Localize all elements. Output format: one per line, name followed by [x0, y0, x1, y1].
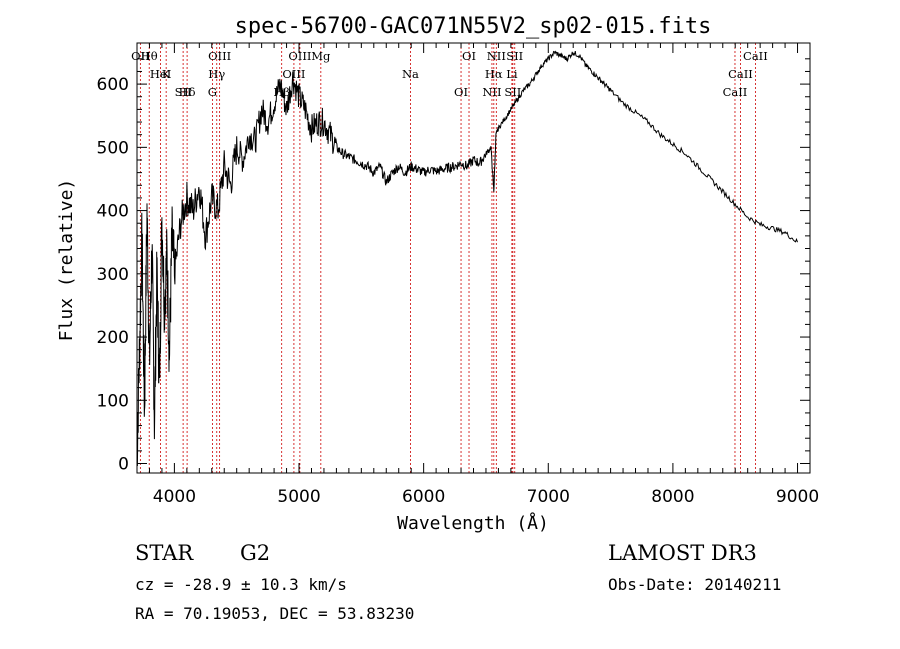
x-tick-label: 7000	[527, 487, 570, 507]
emission-line-label: OII	[131, 49, 150, 63]
emission-line-label: Mg	[311, 49, 331, 63]
emission-line-label: K	[162, 67, 171, 81]
emission-line-label: NII	[482, 85, 501, 99]
plot-frame	[136, 42, 811, 474]
emission-line-label: HeI	[150, 67, 171, 81]
emission-line-label: SII	[506, 49, 523, 63]
y-tick-label: 500	[97, 138, 129, 158]
x-tick-label: 5000	[277, 487, 320, 507]
emission-line-label: CaII	[723, 85, 748, 99]
emission-line-label: Hα	[485, 67, 503, 81]
emission-line-label: Hθ	[141, 49, 158, 63]
survey-name: LAMOST DR3	[608, 541, 757, 565]
y-tick-label: 100	[97, 391, 129, 411]
y-tick-label: 200	[97, 328, 129, 348]
emission-line-markers	[139, 43, 756, 473]
emission-line-label: NII	[487, 49, 506, 63]
object-class: STAR	[135, 541, 194, 565]
x-axis-label: Wavelength (Å)	[397, 512, 549, 534]
emission-line-label: Na	[402, 67, 419, 81]
y-tick-label: 400	[97, 202, 129, 222]
y-tick-label: 600	[97, 75, 129, 95]
emission-line-label: CaII	[728, 67, 753, 81]
emission-line-label: Hγ	[208, 67, 225, 81]
y-tick-label: 300	[97, 265, 129, 285]
coordinates-readout: RA = 70.19053, DEC = 53.83230	[135, 604, 414, 623]
y-axis-ticks: 0 100 200 300 400 500 600	[97, 58, 810, 475]
x-tick-label: 4000	[153, 487, 196, 507]
emission-line-label: OI	[462, 49, 476, 63]
emission-line-label: OIII	[208, 49, 231, 63]
emission-line-label: Li	[506, 67, 518, 81]
emission-line-label: G	[208, 85, 217, 99]
object-subclass: G2	[240, 541, 270, 565]
y-axis-label: Flux (relative)	[56, 179, 77, 342]
emission-line-label: OIII	[282, 67, 305, 81]
emission-line-label: CaII	[743, 49, 768, 63]
spectrum-series	[136, 50, 798, 467]
emission-line-labels: HθKHδOIIHeISIIOIIIHγGOIIIOIIIHβMgNaOIOIH…	[131, 49, 768, 99]
observation-date: Obs-Date: 20140211	[608, 575, 781, 594]
emission-line-label: OI	[454, 85, 468, 99]
emission-line-label: SII	[175, 85, 192, 99]
emission-line-label: OIII	[288, 49, 311, 63]
y-tick-label: 0	[118, 455, 129, 475]
x-axis-ticks: 4000 5000 6000 7000 8000 9000	[136, 43, 819, 507]
emission-line-label: Hδ	[179, 85, 196, 99]
redshift-readout: cz = -28.9 ± 10.3 km/s	[135, 575, 347, 594]
x-tick-label: 6000	[402, 487, 445, 507]
chart-title: spec-56700-GAC071N55V2_sp02-015.fits	[235, 14, 712, 39]
emission-line-label: SII	[504, 85, 521, 99]
x-tick-label: 8000	[651, 487, 694, 507]
x-tick-label: 9000	[776, 487, 819, 507]
